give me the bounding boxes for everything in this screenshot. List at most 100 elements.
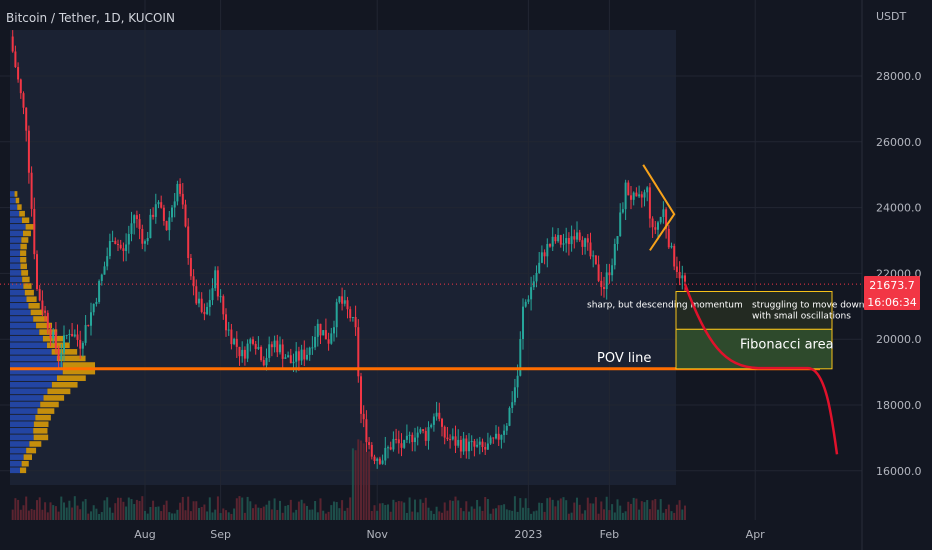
candle-body — [459, 439, 462, 452]
volume-profile-bar-value — [10, 342, 48, 349]
volume-bar — [316, 512, 319, 520]
volume-bar — [581, 513, 584, 520]
x-tick-label: Apr — [746, 528, 766, 541]
volume-bar — [419, 499, 422, 520]
volume-profile-bar-extra — [26, 447, 37, 454]
candle-body — [424, 431, 427, 441]
volume-profile-bar-value — [10, 388, 48, 395]
volume-bar — [249, 501, 252, 520]
candle-body — [98, 280, 101, 302]
volume-profile-bar-value — [10, 421, 34, 428]
volume-profile-bar-value — [10, 197, 16, 204]
candle-body — [611, 265, 614, 276]
candle-body — [238, 346, 241, 357]
volume-bar — [592, 503, 595, 520]
candle-body — [214, 270, 217, 289]
candle-body — [44, 310, 47, 313]
volume-bar — [565, 500, 568, 520]
volume-bar — [165, 500, 168, 520]
candle-body — [257, 346, 260, 349]
candle-body — [454, 436, 457, 446]
volume-bar — [500, 505, 503, 520]
volume-profile-bar-extra — [20, 256, 27, 263]
candle-body — [71, 334, 74, 337]
volume-profile-bar-extra — [28, 303, 40, 309]
volume-bar — [584, 510, 587, 520]
volume-profile-bar-value — [10, 375, 57, 381]
symbol-header[interactable]: Bitcoin / Tether, 1D, KUCOIN — [6, 11, 175, 25]
candle-body — [246, 343, 249, 359]
volume-profile-bar-value — [10, 316, 34, 322]
volume-bar — [198, 507, 200, 520]
volume-bar — [654, 499, 657, 520]
candle-body — [581, 240, 584, 247]
volume-bar — [246, 496, 249, 520]
candle-body — [227, 329, 230, 331]
volume-bar — [627, 501, 630, 520]
candle-body — [670, 245, 673, 248]
volume-bar — [408, 497, 411, 520]
volume-bar — [254, 504, 257, 520]
volume-bar — [597, 513, 600, 520]
volume-profile-bar-extra — [20, 467, 27, 474]
volume-profile-bar-value — [10, 256, 21, 263]
volume-bar — [54, 506, 57, 520]
candle-body — [176, 183, 179, 202]
volume-bar — [57, 511, 60, 520]
candle-body — [154, 204, 157, 217]
candle-body — [265, 357, 268, 366]
volume-bar — [414, 499, 416, 520]
volume-bar — [14, 498, 17, 520]
volume-bar — [36, 500, 38, 520]
candle-body — [613, 243, 616, 266]
candle-body — [675, 266, 678, 272]
candle-body — [567, 238, 570, 245]
volume-profile-bar-value — [10, 289, 25, 296]
volume-bar — [611, 504, 614, 520]
candle-body — [473, 441, 476, 447]
volume-bar — [567, 513, 570, 520]
volume-bar — [478, 506, 481, 520]
candle-body — [306, 354, 308, 360]
candle-body — [322, 330, 325, 336]
volume-bar — [27, 510, 30, 520]
volume-bar — [646, 500, 649, 520]
candle-body — [651, 218, 654, 228]
candle-body — [422, 429, 425, 432]
volume-bar — [632, 497, 635, 520]
volume-bar — [621, 512, 624, 520]
candle-body — [338, 296, 341, 303]
volume-bar — [206, 511, 209, 520]
candle-body — [360, 376, 362, 414]
volume-bar — [98, 513, 101, 520]
volume-profile-bar-value — [10, 408, 38, 414]
volume-bar — [557, 500, 560, 520]
volume-profile-bar-extra — [29, 441, 42, 447]
candle-body — [395, 438, 398, 440]
candle-body — [179, 183, 182, 194]
volume-profile-bar-value — [10, 217, 22, 224]
volume-bar — [365, 451, 368, 520]
candle-body — [635, 192, 638, 197]
volume-bar — [187, 496, 190, 520]
candle-body — [327, 339, 330, 344]
volume-profile-bar-extra — [33, 428, 48, 434]
candle-body — [52, 331, 55, 339]
candle-body — [84, 325, 87, 343]
candle-body — [76, 334, 79, 340]
volume-bar — [260, 508, 263, 520]
volume-bar — [630, 503, 632, 520]
candle-body — [25, 107, 28, 131]
volume-bar — [422, 502, 425, 520]
volume-bar — [657, 509, 659, 520]
candle-body — [211, 288, 214, 301]
volume-bar — [489, 513, 492, 520]
volume-bar — [314, 500, 317, 520]
candle-body — [554, 236, 557, 242]
candle-body — [262, 360, 265, 366]
candle-body — [624, 182, 627, 210]
candle-body — [592, 255, 595, 257]
candle-body — [79, 339, 82, 349]
